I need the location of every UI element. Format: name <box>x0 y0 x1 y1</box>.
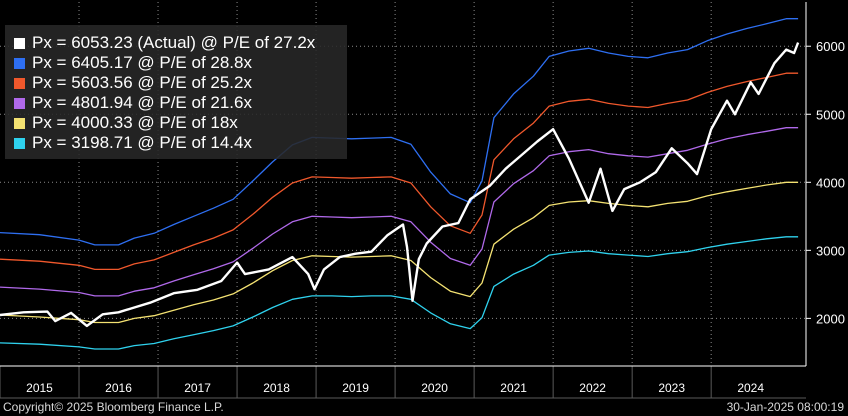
series-line-25-2x <box>0 72 799 271</box>
series-group <box>0 18 800 350</box>
copyright-text: Copyright© 2025 Bloomberg Finance L.P. <box>3 400 224 414</box>
legend-item-18x: Px = 4000.33 @ P/E of 18x <box>14 113 238 133</box>
axes: 2000 3000 4000 5000 6000 2015 2016 2017 2018 2019… <box>0 2 845 399</box>
legend-swatch <box>14 37 25 49</box>
x-tick-label: 2024 <box>737 381 764 395</box>
x-tick-label: 2016 <box>105 381 132 395</box>
series-line-18x <box>0 181 799 324</box>
x-tick-label: 2023 <box>658 381 685 395</box>
legend-swatch <box>14 77 25 89</box>
x-tick-label: 2020 <box>421 381 448 395</box>
legend-label: Px = 4801.94 @ P/E of 21.6x <box>32 93 252 112</box>
y-tick-label: 2000 <box>816 311 845 326</box>
series-line-actual-27-2x- <box>0 42 800 328</box>
legend-item-actual: Px = 6053.23 (Actual) @ P/E of 27.2x <box>14 33 315 53</box>
legend-swatch <box>14 97 25 109</box>
legend-label: Px = 6405.17 @ P/E of 28.8x <box>32 53 252 72</box>
series-line-28-8x <box>0 18 799 246</box>
legend-item-14-4x: Px = 3198.71 @ P/E of 14.4x <box>14 133 252 153</box>
legend-label: Px = 3198.71 @ P/E of 14.4x <box>32 133 252 152</box>
legend-item-28-8x: Px = 6405.17 @ P/E of 28.8x <box>14 53 252 73</box>
x-tick-label: 2017 <box>184 381 211 395</box>
legend-swatch <box>14 117 25 129</box>
series-line-14-4x <box>0 236 799 350</box>
legend-label: Px = 5603.56 @ P/E of 25.2x <box>32 73 252 92</box>
y-tick-label: 5000 <box>816 107 845 122</box>
y-tick-label: 4000 <box>816 175 845 190</box>
x-tick-label: 2021 <box>500 381 527 395</box>
legend-swatch <box>14 137 25 149</box>
y-tick-label: 3000 <box>816 243 845 258</box>
series-line-21-6x <box>0 127 799 297</box>
x-tick-label: 2015 <box>26 381 53 395</box>
legend-item-25-2x: Px = 5603.56 @ P/E of 25.2x <box>14 73 252 93</box>
legend-label: Px = 6053.23 (Actual) @ P/E of 27.2x <box>32 33 316 52</box>
legend-item-21-6x: Px = 4801.94 @ P/E of 21.6x <box>14 93 252 113</box>
y-tick-label: 6000 <box>816 39 845 54</box>
timestamp-text: 30-Jan-2025 08:00:19 <box>726 400 844 414</box>
x-tick-label: 2022 <box>579 381 606 395</box>
legend: Px = 6053.23 (Actual) @ P/E of 27.2x Px … <box>5 25 347 159</box>
legend-label: Px = 4000.33 @ P/E of 18x <box>32 113 238 132</box>
x-tick-label: 2019 <box>342 381 369 395</box>
legend-swatch <box>14 57 25 69</box>
x-tick-label: 2018 <box>263 381 290 395</box>
